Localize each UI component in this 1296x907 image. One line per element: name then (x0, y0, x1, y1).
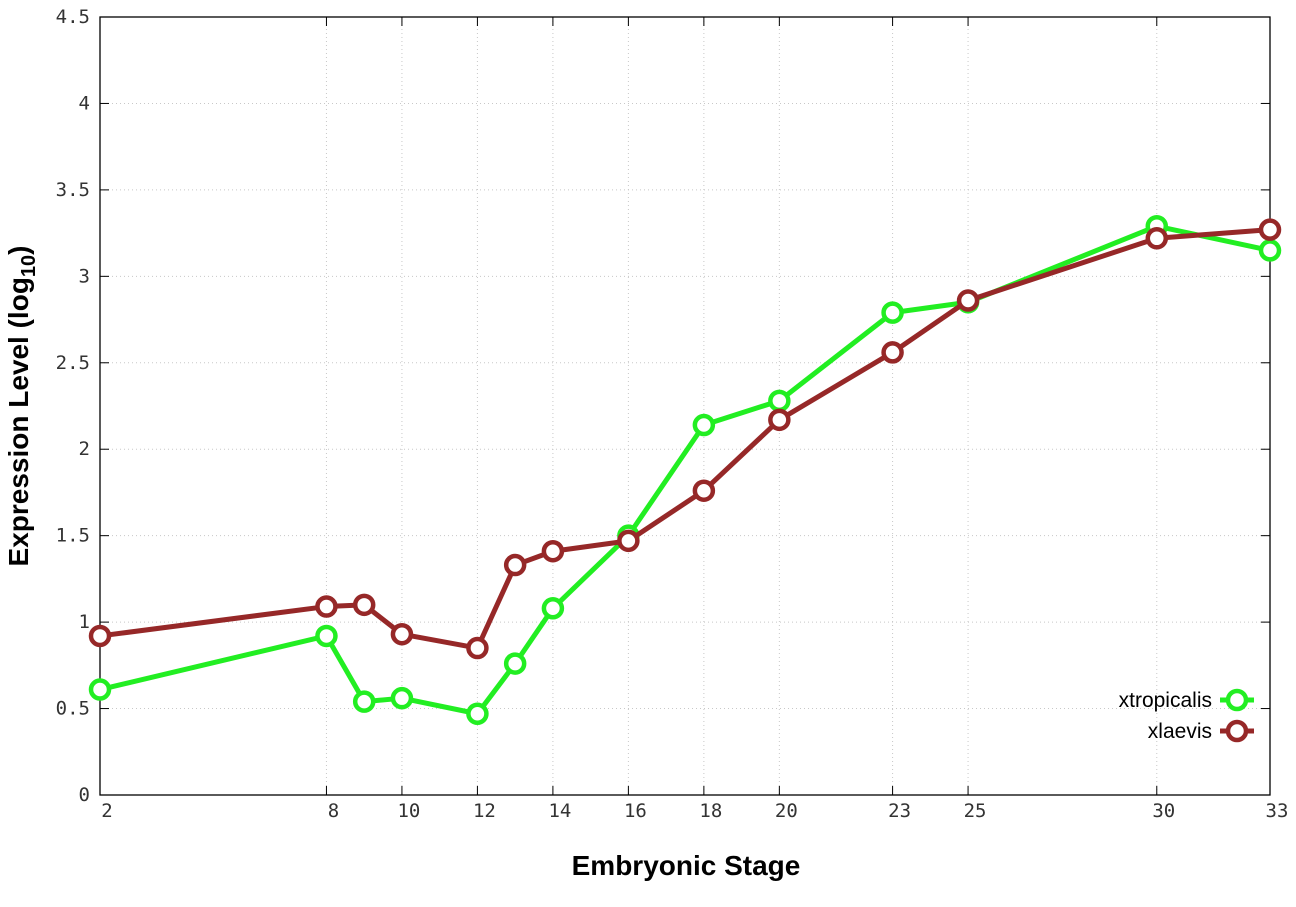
data-point-xtropicalis (768, 389, 791, 413)
x-tick-label: 25 (964, 800, 987, 822)
data-point-xtropicalis (881, 301, 904, 324)
x-tick-label: 8 (328, 800, 339, 822)
data-point-xlaevis (1258, 218, 1282, 241)
legend-label-xlaevis: xlaevis (1148, 720, 1212, 743)
data-point-xlaevis (352, 593, 376, 617)
x-tick-label: 16 (624, 800, 647, 822)
data-point-xtropicalis (1258, 239, 1282, 262)
x-tick-label: 23 (888, 800, 911, 822)
x-tick-label: 2 (101, 800, 112, 822)
x-tick-label: 10 (397, 800, 420, 822)
x-axis-title: Embryonic Stage (572, 850, 801, 881)
x-tick-label: 18 (699, 800, 722, 822)
x-tick-label: 33 (1266, 800, 1289, 822)
data-point-xlaevis (881, 341, 904, 364)
x-tick-label: 14 (548, 800, 571, 822)
data-point-xlaevis (1145, 227, 1169, 250)
y-tick-label: 3.5 (56, 179, 90, 201)
y-tick-label: 1 (79, 611, 90, 633)
data-point-xlaevis (617, 529, 640, 553)
series-line-xlaevis (99, 227, 1271, 651)
y-tick-label: 2.5 (56, 352, 90, 374)
legend-marker-xlaevis (1225, 719, 1249, 743)
y-tick-label: 3 (79, 265, 90, 287)
y-axis-title-main: Expression Level (log (3, 277, 34, 566)
data-point-xlaevis (692, 479, 716, 502)
legend: xtropicalis xlaevis (1119, 688, 1254, 743)
x-tick-label: 30 (1152, 800, 1175, 822)
x-tick-label: 12 (473, 800, 496, 822)
axis-ticks: 2 8 10 12 14 16 18 20 23 25 30 33 0 0.5 1 1.5 2 2.5 3 3.5 4 4… (56, 6, 1289, 822)
data-point-xlaevis (503, 553, 527, 577)
data-point-xlaevis (390, 622, 414, 646)
data-point-xlaevis (956, 289, 980, 312)
data-point-xtropicalis (541, 597, 565, 620)
series-layer (88, 214, 1282, 725)
x-tick-label: 20 (775, 800, 798, 822)
y-tick-label: 4 (79, 92, 90, 114)
data-point-xlaevis (315, 595, 338, 618)
y-tick-label: 0.5 (56, 698, 90, 720)
y-tick-label: 1.5 (56, 525, 90, 547)
legend-label-xtropicalis: xtropicalis (1119, 689, 1212, 712)
data-point-xtropicalis (466, 702, 489, 725)
data-point-xlaevis (88, 624, 112, 648)
series-line-xtropicalis (99, 223, 1271, 717)
grid (100, 17, 1270, 795)
data-point-xtropicalis (390, 686, 414, 710)
data-point-xtropicalis (503, 652, 527, 675)
y-tick-label: 4.5 (56, 6, 90, 28)
data-point-xlaevis (541, 539, 565, 563)
legend-marker-xtropicalis (1225, 688, 1249, 712)
y-tick-label: 0 (79, 784, 90, 806)
data-point-xtropicalis (692, 413, 716, 437)
y-axis-title-close: ) (3, 246, 34, 255)
data-point-xtropicalis (352, 690, 376, 713)
data-point-xtropicalis (315, 624, 338, 648)
y-tick-label: 2 (79, 438, 90, 460)
plot-frame (99, 16, 1271, 796)
y-axis-title: Expression Level (log10) (3, 246, 40, 567)
data-point-xtropicalis (88, 678, 112, 701)
data-point-xlaevis (768, 408, 791, 432)
data-point-xlaevis (466, 636, 489, 660)
y-axis-title-subscript: 10 (18, 255, 40, 277)
